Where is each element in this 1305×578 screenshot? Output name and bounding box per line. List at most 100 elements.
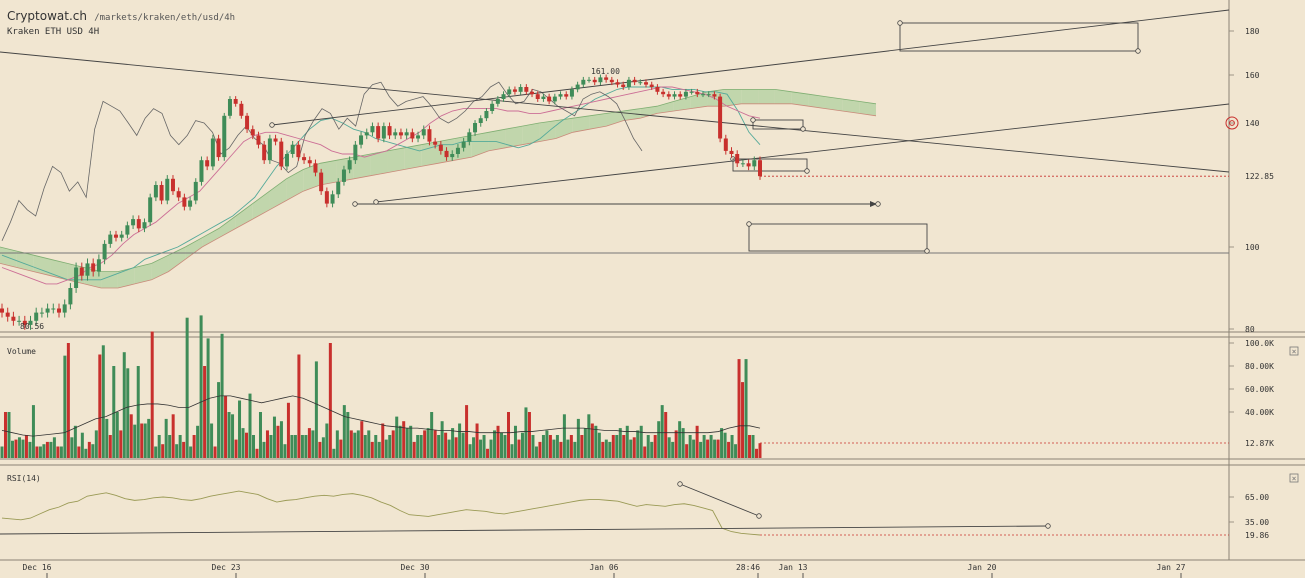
volume-bar bbox=[562, 414, 566, 458]
candle-body bbox=[91, 263, 96, 272]
volume-bar bbox=[112, 366, 116, 458]
volume-bar bbox=[279, 421, 283, 458]
last-price-label: 122.85 bbox=[1245, 172, 1274, 181]
candle-body bbox=[96, 259, 101, 272]
cloud-segment bbox=[134, 263, 152, 284]
candle-body bbox=[119, 234, 124, 238]
volume-bar bbox=[674, 430, 678, 458]
volume-bar bbox=[608, 441, 612, 458]
cloud-segment bbox=[791, 91, 809, 107]
volume-bar bbox=[185, 317, 189, 458]
volume-bar bbox=[709, 435, 713, 458]
volume-bar bbox=[517, 439, 521, 458]
volume-bar bbox=[339, 439, 343, 458]
volume-bar bbox=[300, 435, 304, 458]
volume-bar bbox=[381, 423, 385, 458]
ray-arrowhead bbox=[870, 201, 877, 207]
cloud-segment bbox=[252, 191, 270, 220]
cloud-segment bbox=[758, 89, 775, 104]
volume-bar bbox=[63, 355, 67, 458]
cloud-segment bbox=[235, 203, 253, 229]
candle-body bbox=[245, 115, 250, 130]
volume-bar bbox=[325, 423, 329, 458]
volume-bar bbox=[510, 444, 514, 458]
volume-bar bbox=[286, 402, 290, 458]
volume-bar bbox=[349, 430, 353, 458]
volume-bar bbox=[555, 435, 559, 458]
candle-body bbox=[239, 103, 244, 116]
drawing-handle bbox=[800, 126, 806, 132]
candle-body bbox=[427, 129, 432, 142]
cloud-segment bbox=[421, 141, 438, 167]
volume-bar bbox=[66, 343, 70, 458]
candle-body bbox=[330, 194, 335, 204]
volume-bar bbox=[73, 425, 77, 458]
ichimoku-cloud bbox=[0, 89, 877, 289]
cloud-segment bbox=[539, 120, 556, 142]
volume-bar bbox=[143, 423, 147, 458]
candle-body bbox=[661, 91, 666, 95]
volume-bar bbox=[472, 437, 476, 458]
volume-bar bbox=[297, 354, 301, 458]
volume-bar bbox=[367, 430, 371, 458]
candle-body bbox=[530, 91, 535, 95]
close-icon: × bbox=[1292, 347, 1297, 356]
volume-tick-label: 40.00K bbox=[1245, 408, 1274, 417]
candle-body bbox=[729, 150, 734, 154]
cloud-segment bbox=[269, 178, 287, 210]
volume-bar bbox=[196, 425, 200, 458]
close-volume-pane-button[interactable]: × bbox=[1289, 346, 1299, 356]
volume-bar bbox=[283, 444, 287, 458]
volume-bar bbox=[597, 432, 601, 458]
volume-bar bbox=[699, 441, 703, 458]
volume-bar bbox=[126, 368, 130, 458]
candle-body bbox=[347, 160, 352, 170]
market-path[interactable]: /markets/kraken/eth/usd/4h bbox=[94, 13, 236, 23]
cloud-segment bbox=[825, 96, 843, 111]
rsi-series bbox=[1, 490, 761, 536]
volume-bar bbox=[405, 428, 409, 458]
candle-body bbox=[758, 160, 762, 177]
candle-body bbox=[547, 96, 552, 102]
volume-bar bbox=[615, 435, 619, 458]
close-rsi-pane-button[interactable]: × bbox=[1289, 473, 1299, 483]
volume-bar bbox=[639, 425, 643, 458]
cloud-segment bbox=[320, 160, 337, 185]
volume-bar bbox=[122, 352, 126, 458]
volume-bar bbox=[685, 444, 689, 458]
volume-bar bbox=[353, 432, 357, 458]
candle-body bbox=[188, 200, 193, 207]
candle-body bbox=[319, 172, 324, 192]
volume-bar bbox=[346, 412, 350, 458]
user-drawings[interactable] bbox=[0, 9, 1230, 254]
price-alert-button[interactable] bbox=[1225, 116, 1239, 130]
kijun-line bbox=[1, 86, 761, 285]
indicator-lines bbox=[0, 81, 1229, 285]
candle-body bbox=[552, 96, 557, 102]
volume-bar bbox=[426, 428, 430, 458]
candle-body bbox=[336, 181, 341, 195]
volume-bar bbox=[692, 439, 696, 458]
brand-name[interactable]: Cryptowat.ch bbox=[7, 9, 87, 23]
price-tick-label: 140 bbox=[1245, 119, 1260, 128]
cloud-segment bbox=[16, 251, 34, 272]
volume-bar bbox=[384, 439, 388, 458]
volume-bar bbox=[171, 414, 175, 458]
rsi-line bbox=[0, 481, 1229, 536]
volume-bar bbox=[737, 359, 741, 458]
cloud-segment bbox=[741, 89, 759, 104]
volume-bar bbox=[594, 425, 598, 458]
candle-body bbox=[512, 89, 517, 92]
drawing-handle bbox=[1135, 48, 1141, 54]
senkou-span-a bbox=[0, 89, 877, 273]
candle-body bbox=[39, 312, 44, 314]
volume-bar bbox=[133, 424, 137, 458]
volume-bar bbox=[601, 441, 605, 458]
drawing-handle bbox=[897, 20, 903, 26]
volume-bar bbox=[398, 425, 402, 458]
trendline-lower-channel bbox=[375, 103, 1230, 203]
price-tick-label: 180 bbox=[1245, 27, 1260, 36]
candle-body bbox=[176, 191, 181, 198]
volume-bar bbox=[716, 439, 720, 458]
